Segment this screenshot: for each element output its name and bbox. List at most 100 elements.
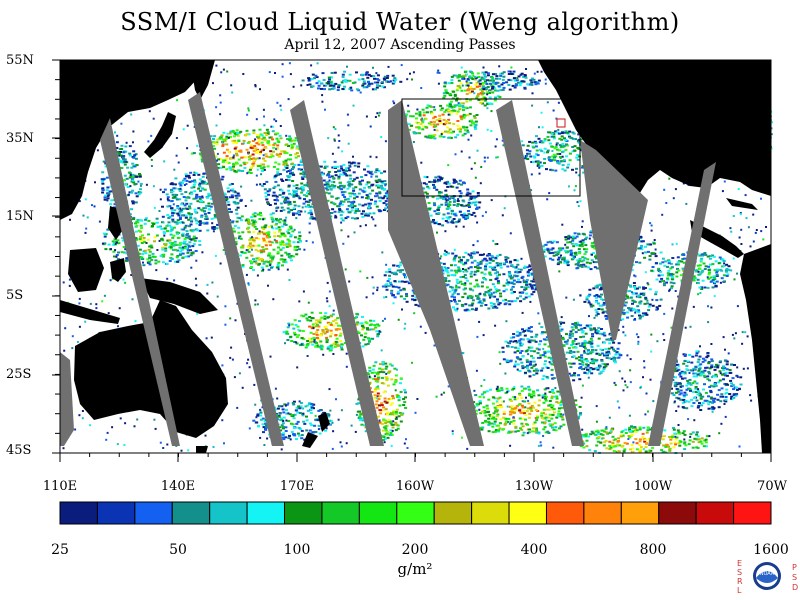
cloud-pixel xyxy=(355,195,359,198)
cloud-pixel xyxy=(605,357,609,359)
cloud-pixel xyxy=(276,264,280,266)
cloud-pixel xyxy=(283,201,287,204)
cloud-pixel xyxy=(498,396,502,399)
cloud-pixel xyxy=(459,102,463,105)
cloud-pixel xyxy=(577,342,581,345)
cloud-pixel xyxy=(683,354,687,357)
cloud-pixel xyxy=(608,440,612,443)
cloud-pixel xyxy=(179,241,183,244)
cloud-pixel xyxy=(278,235,282,238)
cloud-pixel xyxy=(265,180,269,183)
cloud-pixel xyxy=(122,246,126,249)
cloud-pixel xyxy=(513,351,517,354)
cloud-pixel xyxy=(580,354,584,357)
cloud-pixel xyxy=(355,402,359,405)
cloud-pixel xyxy=(311,325,315,328)
cloud-pixel xyxy=(583,371,587,374)
cloud-pixel xyxy=(373,324,377,327)
cloud-pixel xyxy=(257,244,261,247)
cloud-pixel xyxy=(534,145,538,148)
cloud-pixel xyxy=(284,159,288,162)
cloud-pixel xyxy=(702,374,706,377)
cloud-pixel xyxy=(485,286,489,289)
cloud-pixel xyxy=(695,391,698,393)
cloud-pixel xyxy=(499,262,502,265)
cloud-pixel xyxy=(717,406,721,409)
cloud-pixel xyxy=(207,211,211,214)
cloud-pixel xyxy=(700,404,704,407)
cloud-pixel xyxy=(532,278,536,281)
cloud-pixel xyxy=(457,104,461,107)
cloud-pixel xyxy=(165,262,169,265)
cloud-pixel xyxy=(550,363,554,366)
cloud-pixel xyxy=(527,416,531,419)
cloud-pixel xyxy=(699,363,703,366)
cloud-pixel xyxy=(661,257,665,260)
cloud-pixel xyxy=(232,131,236,134)
cloud-pixel xyxy=(152,223,155,225)
cloud-pixel xyxy=(679,274,683,277)
cloud-pixel xyxy=(544,360,547,363)
cloud-pixel xyxy=(583,351,587,354)
cloud-pixel xyxy=(604,365,608,368)
cloud-pixel xyxy=(402,398,406,400)
cloud-pixel xyxy=(718,370,722,373)
cloud-pixel xyxy=(700,442,704,445)
cloud-pixel xyxy=(404,396,407,399)
cloud-pixel xyxy=(375,192,379,195)
cloud-pixel xyxy=(561,247,565,250)
cloud-pixel xyxy=(263,188,267,191)
cloud-pixel xyxy=(247,226,251,229)
cloud-pixel xyxy=(245,129,249,132)
cloud-pixel xyxy=(703,253,707,256)
cloud-pixel xyxy=(291,171,294,174)
cloud-pixel xyxy=(550,395,554,398)
cloud-pixel xyxy=(263,233,267,236)
cloud-pixel xyxy=(681,377,684,380)
cloud-pixel xyxy=(508,398,512,401)
cloud-pixel xyxy=(712,275,716,278)
cloud-pixel xyxy=(186,251,190,254)
cloud-pixel xyxy=(358,182,362,185)
cloud-pixel xyxy=(330,332,334,335)
cloud-pixel xyxy=(258,218,262,220)
cloud-pixel xyxy=(338,328,342,331)
cloud-pixel xyxy=(384,425,388,428)
cloud-pixel xyxy=(424,118,428,121)
cloud-pixel xyxy=(613,357,617,359)
cloud-pixel xyxy=(576,244,580,247)
cloud-pixel xyxy=(135,224,139,227)
cloud-pixel xyxy=(715,275,719,277)
cloud-pixel xyxy=(567,163,570,166)
cloud-pixel xyxy=(446,271,450,274)
cloud-pixel xyxy=(671,434,675,437)
cloud-pixel xyxy=(451,293,455,296)
cloud-pixel xyxy=(220,135,223,138)
cloud-pixel xyxy=(327,323,331,326)
cloud-pixel xyxy=(681,258,685,260)
cloud-pixel xyxy=(450,111,454,114)
cloud-pixel xyxy=(469,288,473,291)
cloud-pixel xyxy=(381,285,385,288)
cloud-pixel xyxy=(461,108,465,111)
cloud-pixel xyxy=(481,82,485,85)
cloud-pixel xyxy=(474,124,478,127)
cloud-pixel xyxy=(504,258,508,261)
cloud-pixel xyxy=(441,113,445,116)
cloud-pixel xyxy=(522,409,526,412)
cloud-pixel xyxy=(558,247,562,250)
cloud-pixel xyxy=(548,142,552,145)
cloud-pixel xyxy=(635,429,639,432)
cloud-pixel xyxy=(528,370,532,373)
cloud-pixel xyxy=(280,150,284,153)
cloud-pixel xyxy=(662,284,666,287)
cloud-pixel xyxy=(370,371,374,374)
cloud-pixel xyxy=(403,297,407,300)
cloud-pixel xyxy=(492,396,496,399)
cloud-pixel xyxy=(294,137,298,140)
cloud-pixel xyxy=(530,272,534,275)
cloud-pixel xyxy=(516,350,520,352)
cloud-pixel xyxy=(255,262,259,265)
cloud-pixel xyxy=(415,117,418,120)
cloud-pixel xyxy=(360,417,364,420)
